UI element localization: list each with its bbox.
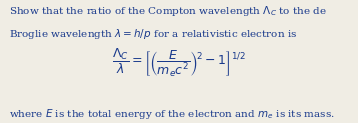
Text: Broglie wavelength $\lambda = h/p$ for a relativistic electron is: Broglie wavelength $\lambda = h/p$ for a… xyxy=(9,27,297,41)
Text: $\dfrac{\Lambda_C}{\lambda} = \left[\left(\dfrac{E}{m_e c^2}\right)^{\!2} - 1\ri: $\dfrac{\Lambda_C}{\lambda} = \left[\lef… xyxy=(112,47,246,79)
Text: Show that the ratio of the Compton wavelength $\Lambda_C$ to the de: Show that the ratio of the Compton wavel… xyxy=(9,4,327,18)
Text: where $E$ is the total energy of the electron and $m_e$ is its mass.: where $E$ is the total energy of the ele… xyxy=(9,107,335,121)
